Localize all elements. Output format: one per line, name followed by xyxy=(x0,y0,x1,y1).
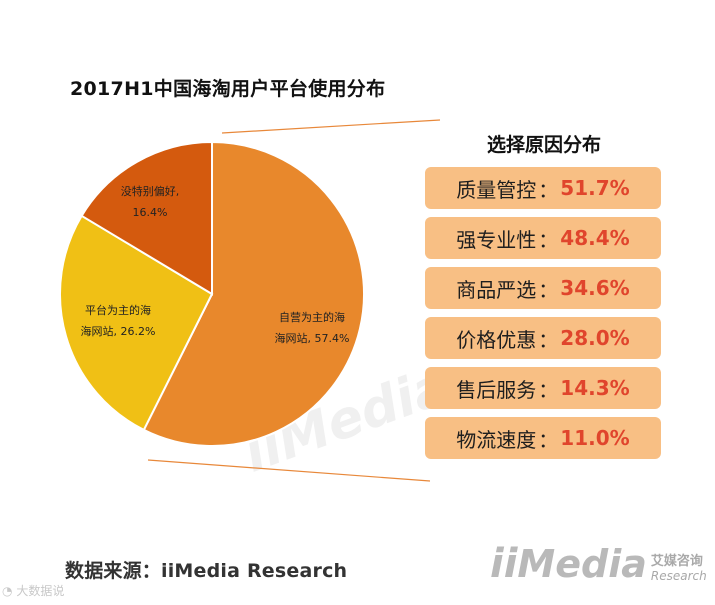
pie-slice xyxy=(142,140,365,447)
reason-name: 物流速度 xyxy=(456,427,537,452)
connector-line xyxy=(147,459,431,482)
reason-item: 质量管控： 51.7% xyxy=(425,167,661,209)
logo-subtext: 艾媒咨询 Research xyxy=(651,554,707,584)
logo-ii: ii xyxy=(490,541,518,587)
reason-separator: ： xyxy=(538,377,559,402)
slice-label: 海网站, 57.4% xyxy=(275,331,350,345)
reason-value: 51.7% xyxy=(560,176,630,200)
reason-value: 48.4% xyxy=(560,226,630,250)
chart-title: 2017H1中国海淘用户平台使用分布 xyxy=(70,78,386,100)
pie-slice xyxy=(59,214,214,432)
reason-value: 14.3% xyxy=(560,376,630,400)
imedia-logo: ii Media 艾媒咨询 Research xyxy=(490,544,707,584)
reasons-list: 质量管控： 51.7% 强专业性： 48.4% 商品严选： 34.6% 价格优惠： 28… xyxy=(425,167,661,467)
logo-media: Media xyxy=(517,542,647,586)
reason-separator: ： xyxy=(538,177,559,202)
connector-line xyxy=(221,119,441,134)
reason-value: 34.6% xyxy=(560,276,630,300)
reason-item: 商品严选： 34.6% xyxy=(425,267,661,309)
reason-item: 物流速度： 11.0% xyxy=(425,417,661,459)
reasons-title: 选择原因分布 xyxy=(486,134,601,156)
logo-cn: 艾媒咨询 xyxy=(650,554,703,569)
reason-separator: ： xyxy=(538,277,559,302)
reason-value: 11.0% xyxy=(560,426,630,450)
slice-label: 没特别偏好, xyxy=(121,184,180,198)
reason-separator: ： xyxy=(538,327,559,352)
weibo-watermark: ◔ 大数据说 xyxy=(2,582,64,599)
reason-item: 强专业性： 48.4% xyxy=(425,217,661,259)
reason-value: 28.0% xyxy=(560,326,630,350)
reason-item: 售后服务： 14.3% xyxy=(425,367,661,409)
reason-name: 售后服务 xyxy=(456,377,537,402)
weibo-icon: ◔ xyxy=(2,584,13,598)
reason-name: 强专业性 xyxy=(456,227,537,252)
slice-label: 16.4% xyxy=(133,206,168,219)
weibo-text: 大数据说 xyxy=(16,584,65,598)
pie-slice xyxy=(80,140,213,296)
reason-separator: ： xyxy=(538,427,559,452)
slice-label: 海网站, 26.2% xyxy=(81,324,156,338)
data-source: 数据来源：iiMedia Research xyxy=(65,560,348,582)
slice-label: 自营为主的海 xyxy=(279,310,345,324)
slice-label: 平台为主的海 xyxy=(85,303,151,317)
reason-name: 质量管控 xyxy=(456,177,537,202)
reason-separator: ： xyxy=(538,227,559,252)
reason-name: 商品严选 xyxy=(456,277,537,302)
logo-en: Research xyxy=(650,569,707,583)
reason-item: 价格优惠： 28.0% xyxy=(425,317,661,359)
reason-name: 价格优惠 xyxy=(456,327,537,352)
